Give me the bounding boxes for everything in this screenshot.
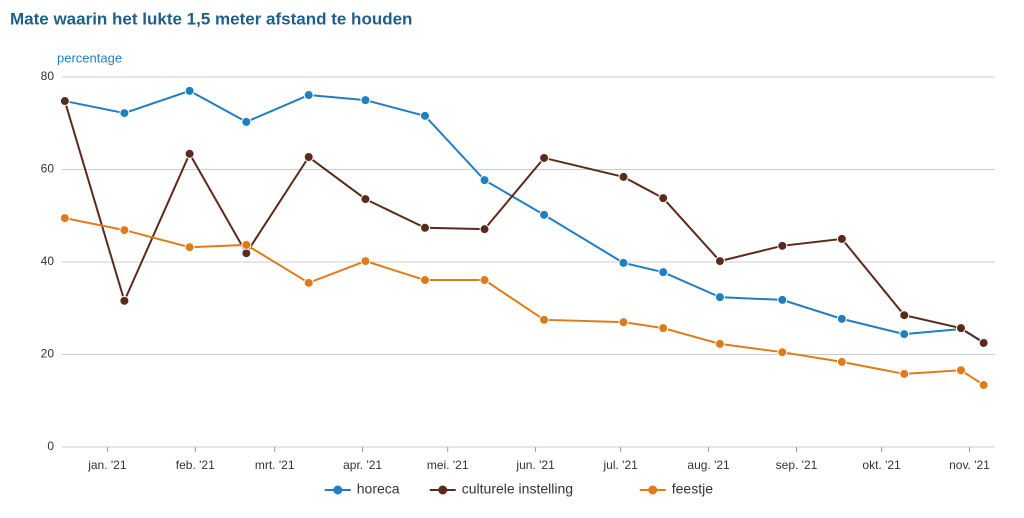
point: [899, 310, 910, 321]
x-tick-label: jul. '21: [603, 458, 639, 472]
point: [303, 152, 314, 163]
point: [618, 257, 629, 268]
point: [978, 380, 989, 391]
point: [479, 275, 490, 286]
point: [539, 152, 550, 163]
point: [241, 239, 252, 250]
point: [419, 110, 430, 121]
point: [836, 313, 847, 324]
point: [955, 365, 966, 376]
legend-label: culturele instelling: [462, 481, 573, 497]
x-tick-label: jan. '21: [87, 458, 127, 472]
point: [59, 213, 70, 224]
x-tick-label: aug. '21: [687, 458, 730, 472]
point: [658, 193, 669, 204]
point: [119, 295, 130, 306]
y-tick-label: 20: [41, 347, 55, 361]
point: [777, 294, 788, 305]
point: [479, 224, 490, 235]
point: [539, 314, 550, 325]
point: [303, 277, 314, 288]
point: [184, 85, 195, 96]
point: [479, 175, 490, 186]
x-tick-label: mei. '21: [427, 458, 469, 472]
point: [119, 225, 130, 236]
y-tick-label: 80: [41, 69, 55, 83]
x-tick-label: apr. '21: [343, 458, 382, 472]
y-tick-label: 60: [41, 162, 55, 176]
point: [899, 368, 910, 379]
point: [714, 292, 725, 303]
x-tick-label: okt. '21: [862, 458, 901, 472]
legend-label: horeca: [357, 481, 400, 497]
point: [539, 209, 550, 220]
point: [419, 222, 430, 233]
point: [360, 194, 371, 205]
point: [836, 233, 847, 244]
point: [777, 240, 788, 251]
point: [899, 329, 910, 340]
point: [184, 148, 195, 159]
point: [241, 116, 252, 127]
point: [777, 347, 788, 358]
point: [714, 338, 725, 349]
series-line: [64, 89, 985, 343]
x-tick-label: sep. '21: [776, 458, 818, 472]
x-tick-label: feb. '21: [176, 458, 215, 472]
point: [241, 248, 252, 259]
point: [59, 96, 70, 107]
y-axis-label: percentage: [57, 50, 122, 65]
point: [360, 256, 371, 267]
x-tick-label: mrt. '21: [255, 458, 295, 472]
chart-title: Mate waarin het lukte 1,5 meter afstand …: [10, 9, 412, 28]
legend-marker: [648, 485, 658, 495]
point: [360, 95, 371, 106]
point: [658, 323, 669, 334]
point: [618, 317, 629, 328]
y-tick-label: 0: [47, 439, 54, 453]
point: [618, 171, 629, 182]
x-tick-label: nov. '21: [949, 458, 990, 472]
point: [658, 267, 669, 278]
x-tick-label: jun. '21: [515, 458, 555, 472]
legend-marker: [438, 485, 448, 495]
point: [184, 242, 195, 253]
point: [303, 90, 314, 101]
point: [836, 356, 847, 367]
point: [119, 108, 130, 119]
point: [978, 337, 989, 348]
legend-marker: [333, 485, 343, 495]
y-tick-label: 40: [41, 254, 55, 268]
point: [714, 256, 725, 267]
point: [955, 323, 966, 334]
legend-label: feestje: [672, 481, 713, 497]
point: [419, 275, 430, 286]
